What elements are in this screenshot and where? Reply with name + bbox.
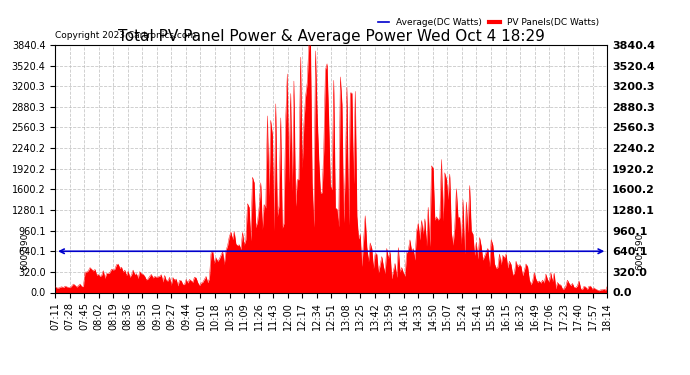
Text: Copyright 2023 Cartronics.com: Copyright 2023 Cartronics.com — [55, 31, 197, 40]
Text: 600.590: 600.590 — [635, 232, 645, 270]
Legend: Average(DC Watts), PV Panels(DC Watts): Average(DC Watts), PV Panels(DC Watts) — [374, 15, 602, 31]
Text: 600.590: 600.590 — [20, 232, 30, 270]
Title: Total PV Panel Power & Average Power Wed Oct 4 18:29: Total PV Panel Power & Average Power Wed… — [118, 29, 544, 44]
